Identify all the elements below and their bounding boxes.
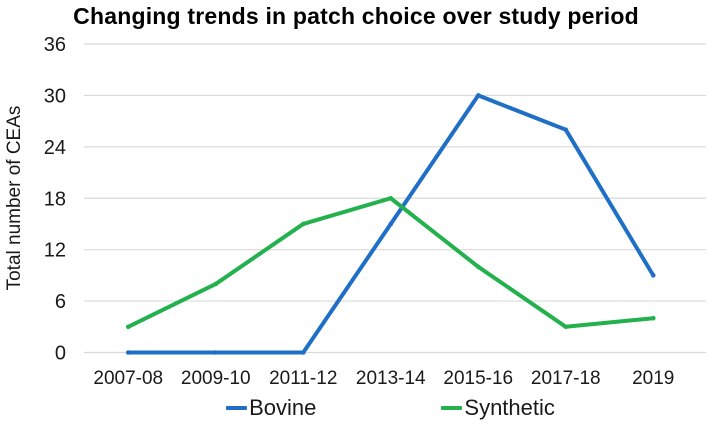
- data-point-bovine: [388, 221, 394, 227]
- data-point-synthetic: [650, 315, 656, 321]
- chart-title: Changing trends in patch choice over stu…: [73, 3, 639, 29]
- legend-marker-bovine: [226, 406, 248, 410]
- data-point-bovine: [125, 350, 131, 355]
- legend-label: Bovine: [249, 395, 317, 420]
- x-tick-label: 2009-10: [181, 368, 251, 389]
- y-tick-label: 0: [55, 343, 66, 365]
- x-tick-label: 2017-18: [531, 368, 601, 389]
- data-point-synthetic: [563, 324, 569, 330]
- data-point-synthetic: [213, 281, 219, 287]
- y-tick-label: 36: [44, 34, 66, 56]
- legend-item-synthetic: Synthetic: [441, 395, 555, 421]
- data-point-synthetic: [125, 324, 131, 330]
- data-point-synthetic: [388, 195, 394, 201]
- y-tick-label: 18: [44, 188, 66, 210]
- y-tick-label: 6: [55, 291, 66, 313]
- legend-label: Synthetic: [464, 395, 555, 420]
- legend-item-bovine: Bovine: [226, 395, 316, 421]
- data-point-bovine: [213, 350, 219, 355]
- data-point-synthetic: [300, 221, 306, 227]
- x-tick-label: 2013-14: [356, 368, 426, 389]
- legend-marker-synthetic: [441, 406, 463, 410]
- y-tick-label: 24: [44, 137, 66, 159]
- data-point-synthetic: [475, 264, 481, 270]
- data-point-bovine: [563, 127, 569, 132]
- legend: Bovine Synthetic: [84, 393, 697, 423]
- x-tick-label: 2011-12: [269, 368, 337, 389]
- y-tick-label: 30: [44, 85, 66, 107]
- data-point-bovine: [475, 93, 481, 98]
- y-tick-label: 12: [44, 240, 66, 262]
- x-tick-label: 2007-08: [93, 368, 163, 389]
- x-tick-label: 2015-16: [443, 368, 513, 389]
- series-line-synthetic: [126, 196, 656, 329]
- data-point-bovine: [300, 350, 306, 355]
- data-point-bovine: [650, 273, 656, 278]
- x-tick-label: 2019: [632, 368, 674, 389]
